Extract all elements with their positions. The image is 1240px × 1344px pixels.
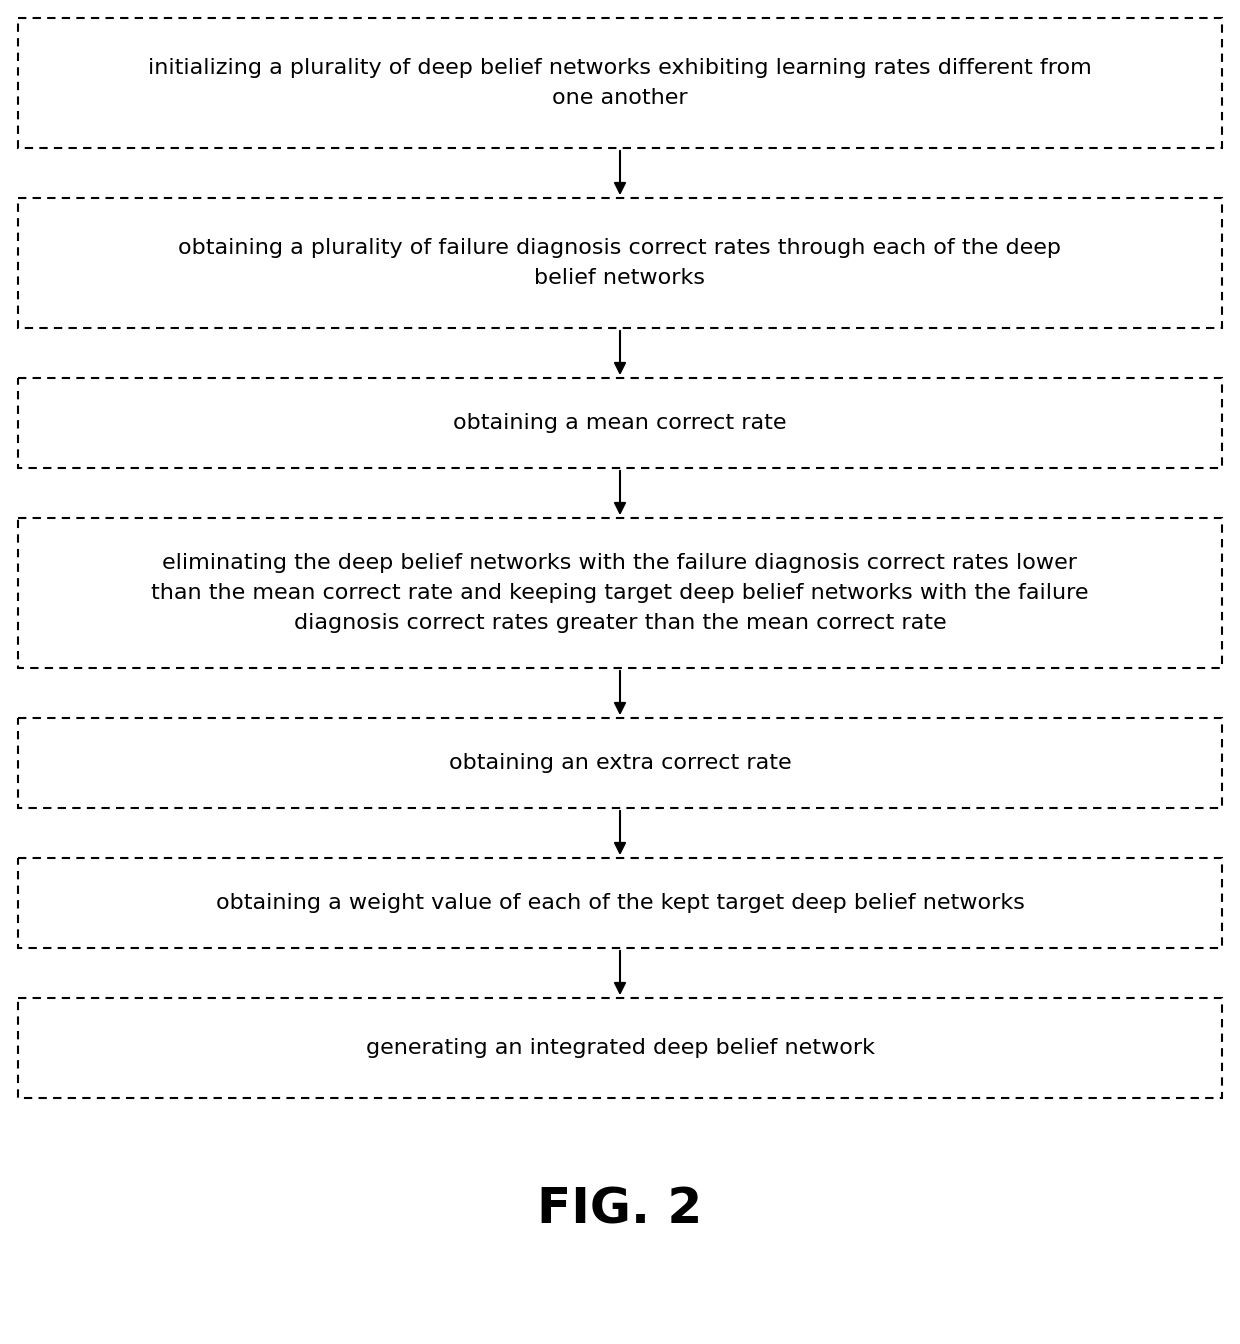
Bar	[19, 17, 1221, 148]
Text: initializing a plurality of deep belief networks exhibiting learning rates diffe: initializing a plurality of deep belief …	[148, 58, 1092, 108]
Bar	[19, 378, 1221, 468]
Bar	[19, 718, 1221, 808]
Text: obtaining an extra correct rate: obtaining an extra correct rate	[449, 753, 791, 773]
Bar	[19, 857, 1221, 948]
Bar	[19, 517, 1221, 668]
Text: obtaining a plurality of failure diagnosis correct rates through each of the dee: obtaining a plurality of failure diagnos…	[179, 238, 1061, 288]
Bar	[19, 999, 1221, 1098]
Text: FIG. 2: FIG. 2	[537, 1185, 703, 1234]
Text: eliminating the deep belief networks with the failure diagnosis correct rates lo: eliminating the deep belief networks wit…	[151, 554, 1089, 633]
Bar	[19, 198, 1221, 328]
Text: obtaining a mean correct rate: obtaining a mean correct rate	[454, 413, 786, 433]
Text: obtaining a weight value of each of the kept target deep belief networks: obtaining a weight value of each of the …	[216, 892, 1024, 913]
Text: generating an integrated deep belief network: generating an integrated deep belief net…	[366, 1038, 874, 1058]
